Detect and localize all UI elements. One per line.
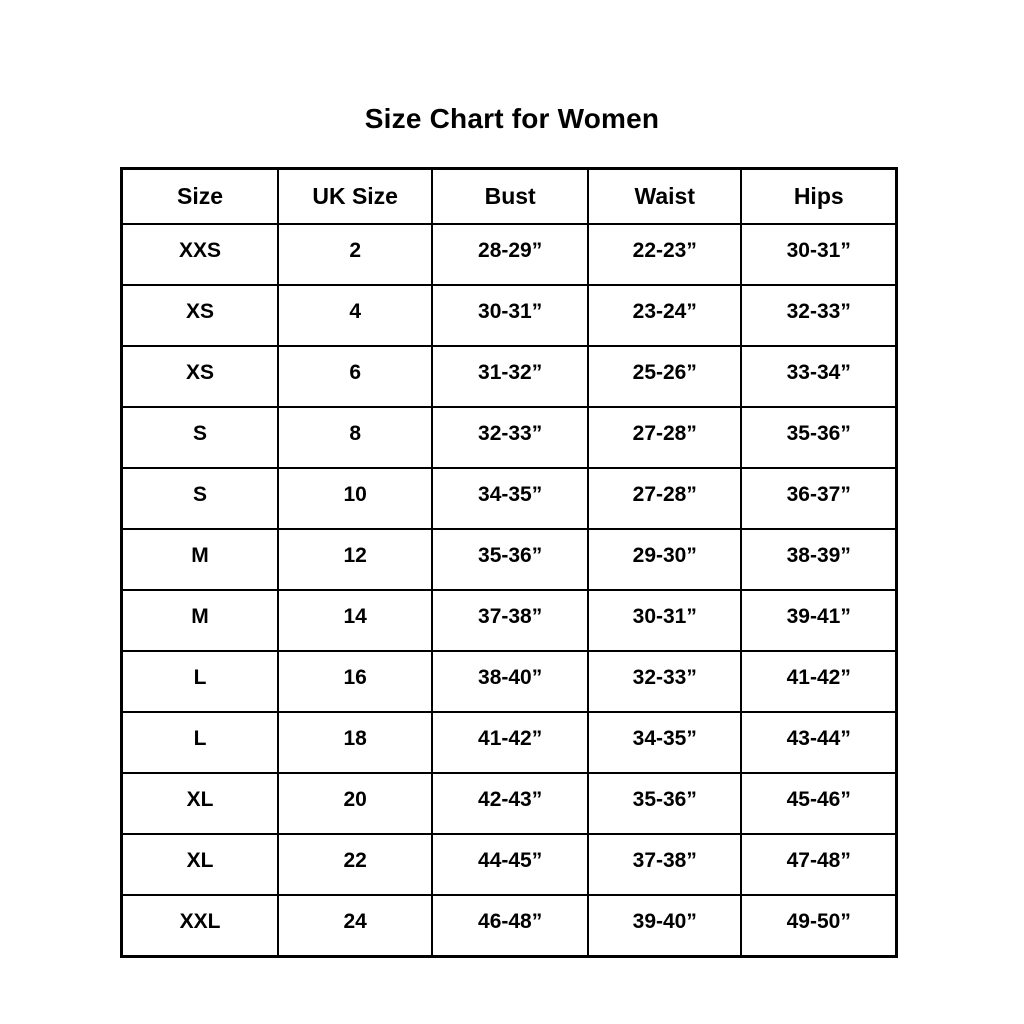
table-cell: 37-38” bbox=[431, 589, 590, 652]
table-cell: 42-43” bbox=[431, 772, 590, 835]
table-row: M 14 37-38” 30-31” 39-41” bbox=[120, 589, 898, 652]
table-cell: 46-48” bbox=[431, 894, 590, 958]
table-cell: 45-46” bbox=[740, 772, 898, 835]
table-cell: 44-45” bbox=[431, 833, 590, 896]
header-cell-bust: Bust bbox=[431, 167, 590, 225]
table-cell: 36-37” bbox=[740, 467, 898, 530]
table-cell: 30-31” bbox=[740, 223, 898, 286]
table-cell: 8 bbox=[277, 406, 434, 469]
table-cell: 35-36” bbox=[431, 528, 590, 591]
table-cell: 22-23” bbox=[587, 223, 743, 286]
table-body: XXS 2 28-29” 22-23” 30-31” XS 4 30-31” 23-24” 32-… bbox=[120, 223, 898, 958]
table-cell: XS bbox=[120, 284, 280, 347]
table-cell: 34-35” bbox=[587, 711, 743, 774]
table-cell: 12 bbox=[277, 528, 434, 591]
table-cell: XL bbox=[120, 772, 280, 835]
table-cell: 32-33” bbox=[587, 650, 743, 713]
table-cell: 25-26” bbox=[587, 345, 743, 408]
table-cell: S bbox=[120, 467, 280, 530]
table-cell: 47-48” bbox=[740, 833, 898, 896]
table-cell: 43-44” bbox=[740, 711, 898, 774]
header-cell-size: Size bbox=[120, 167, 280, 225]
table-cell: 30-31” bbox=[431, 284, 590, 347]
header-cell-hips: Hips bbox=[740, 167, 898, 225]
table-cell: 33-34” bbox=[740, 345, 898, 408]
table-cell: 28-29” bbox=[431, 223, 590, 286]
table-cell: 32-33” bbox=[740, 284, 898, 347]
size-chart-table: Size UK Size Bust Waist Hips XXS 2 28-29” 22-23… bbox=[120, 167, 898, 958]
table-cell: XXL bbox=[120, 894, 280, 958]
table-cell: 32-33” bbox=[431, 406, 590, 469]
table-row: S 10 34-35” 27-28” 36-37” bbox=[120, 467, 898, 530]
table-cell: 20 bbox=[277, 772, 434, 835]
table-cell: 18 bbox=[277, 711, 434, 774]
table-cell: 16 bbox=[277, 650, 434, 713]
table-row: S 8 32-33” 27-28” 35-36” bbox=[120, 406, 898, 469]
table-cell: 41-42” bbox=[740, 650, 898, 713]
table-row: XS 4 30-31” 23-24” 32-33” bbox=[120, 284, 898, 347]
table-cell: 22 bbox=[277, 833, 434, 896]
table-cell: 27-28” bbox=[587, 406, 743, 469]
table-cell: 14 bbox=[277, 589, 434, 652]
table-cell: 6 bbox=[277, 345, 434, 408]
table-cell: XS bbox=[120, 345, 280, 408]
table-cell: 38-39” bbox=[740, 528, 898, 591]
table-cell: 39-40” bbox=[587, 894, 743, 958]
table-cell: L bbox=[120, 650, 280, 713]
header-row: Size UK Size Bust Waist Hips bbox=[120, 167, 898, 225]
header-cell-uk-size: UK Size bbox=[277, 167, 434, 225]
table-cell: 35-36” bbox=[740, 406, 898, 469]
table-cell: XL bbox=[120, 833, 280, 896]
table-cell: 29-30” bbox=[587, 528, 743, 591]
table-row: M 12 35-36” 29-30” 38-39” bbox=[120, 528, 898, 591]
table-row: XXS 2 28-29” 22-23” 30-31” bbox=[120, 223, 898, 286]
table-cell: 24 bbox=[277, 894, 434, 958]
table-cell: 35-36” bbox=[587, 772, 743, 835]
table-cell: 4 bbox=[277, 284, 434, 347]
table-cell: 39-41” bbox=[740, 589, 898, 652]
table-row: L 16 38-40” 32-33” 41-42” bbox=[120, 650, 898, 713]
table-cell: 10 bbox=[277, 467, 434, 530]
table-cell: 27-28” bbox=[587, 467, 743, 530]
header-cell-waist: Waist bbox=[587, 167, 743, 225]
table-cell: M bbox=[120, 589, 280, 652]
table-cell: 49-50” bbox=[740, 894, 898, 958]
table-cell: 31-32” bbox=[431, 345, 590, 408]
table-row: L 18 41-42” 34-35” 43-44” bbox=[120, 711, 898, 774]
table-cell: 37-38” bbox=[587, 833, 743, 896]
table-cell: 38-40” bbox=[431, 650, 590, 713]
table-header: Size UK Size Bust Waist Hips bbox=[120, 167, 898, 225]
table-row: XXL 24 46-48” 39-40” 49-50” bbox=[120, 894, 898, 958]
table-cell: 23-24” bbox=[587, 284, 743, 347]
table-cell: 30-31” bbox=[587, 589, 743, 652]
table-cell: M bbox=[120, 528, 280, 591]
table-cell: 34-35” bbox=[431, 467, 590, 530]
table-cell: S bbox=[120, 406, 280, 469]
page-title: Size Chart for Women bbox=[364, 103, 660, 134]
table-row: XS 6 31-32” 25-26” 33-34” bbox=[120, 345, 898, 408]
table-cell: 2 bbox=[277, 223, 434, 286]
table-row: XL 20 42-43” 35-36” 45-46” bbox=[120, 772, 898, 835]
table-cell: 41-42” bbox=[431, 711, 590, 774]
table-row: XL 22 44-45” 37-38” 47-48” bbox=[120, 833, 898, 896]
table-cell: XXS bbox=[120, 223, 280, 286]
table-cell: L bbox=[120, 711, 280, 774]
